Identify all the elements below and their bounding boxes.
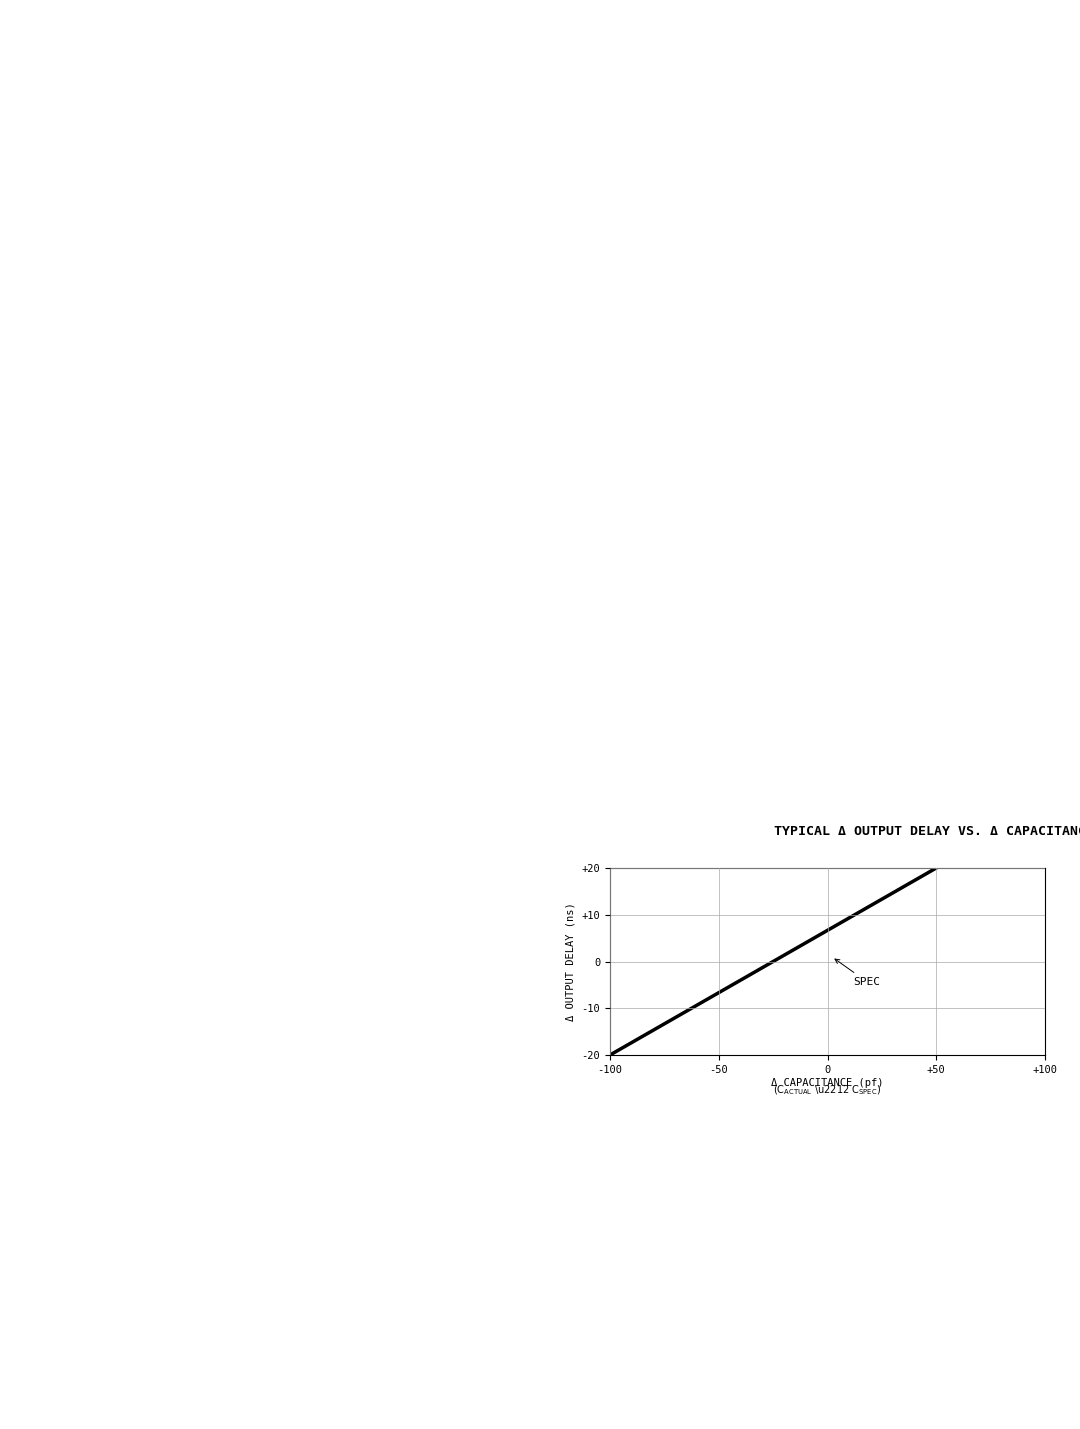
Text: SPEC: SPEC bbox=[835, 959, 880, 987]
X-axis label: Δ CAPACITANCE (pf): Δ CAPACITANCE (pf) bbox=[771, 1077, 883, 1087]
Y-axis label: Δ OUTPUT DELAY (ns): Δ OUTPUT DELAY (ns) bbox=[566, 902, 576, 1020]
Text: (C$_{\mathregular{ACTUAL}}$ \u2212 C$_{\mathregular{SPEC}}$): (C$_{\mathregular{ACTUAL}}$ \u2212 C$_{\… bbox=[773, 1083, 881, 1096]
Text: TYPICAL Δ OUTPUT DELAY VS. Δ CAPACITANCE: TYPICAL Δ OUTPUT DELAY VS. Δ CAPACITANCE bbox=[773, 825, 1080, 837]
